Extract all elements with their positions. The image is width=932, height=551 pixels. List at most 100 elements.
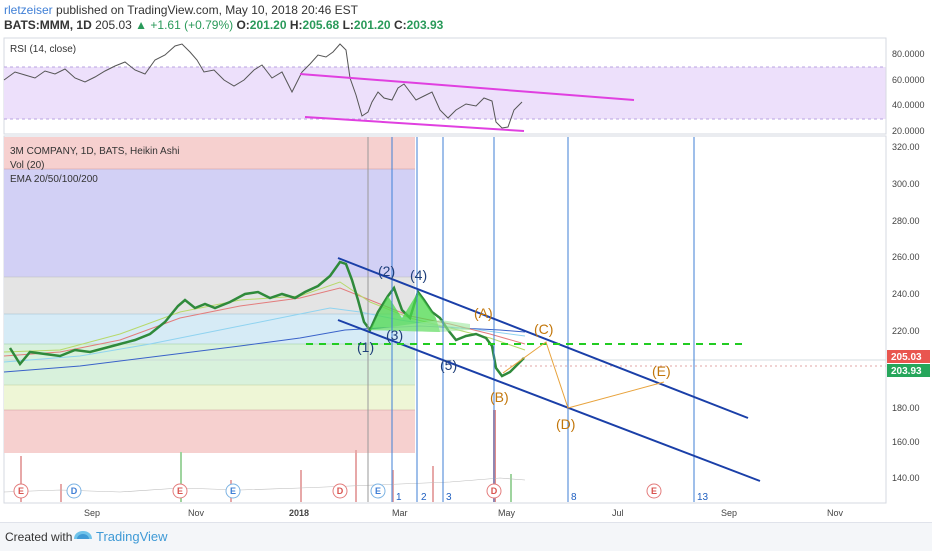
main-legend: 3M COMPANY, 1D, BATS, Heikin Ashi Vol (2… [10, 146, 180, 185]
green-wave-fill [370, 292, 470, 332]
svg-text:E: E [18, 486, 24, 496]
rsi-line [3, 43, 523, 129]
price-series [8, 260, 525, 378]
wave-label-d: (D) [556, 416, 575, 432]
published-text: published on TradingView.com, May 10, 20… [56, 3, 358, 17]
event-marker-d3[interactable]: E [370, 483, 386, 499]
svg-text:E: E [651, 486, 657, 496]
x-tick-sep-2017: Sep [84, 508, 100, 518]
open-label: O: [236, 18, 250, 32]
price-tick-220: 220.00 [892, 326, 920, 336]
vline-label-8: 8 [571, 492, 577, 503]
price-tick-320: 320.00 [892, 142, 920, 152]
wave-label-5: (5) [440, 357, 457, 373]
x-tick-nov-2018: Nov [827, 508, 844, 518]
price-tag-last: 205.03 [891, 352, 922, 363]
wave-label-e: (E) [652, 363, 671, 379]
price-y-axis: 320.00 300.00 280.00 260.00 240.00 220.0… [885, 137, 920, 503]
x-tick-sep-2018: Sep [721, 508, 737, 518]
wave-label-1: (1) [357, 339, 374, 355]
price-tick-140: 140.00 [892, 473, 920, 483]
rsi-tick-20: 20.0000 [892, 126, 925, 136]
legend-symbol: 3M COMPANY, 1D, BATS, Heikin Ashi [10, 146, 180, 157]
fib-zone-lime [4, 385, 415, 410]
svg-text:E: E [177, 486, 183, 496]
price-change: ▲ +1.61 (+0.79%) [135, 18, 234, 32]
wave-label-4: (4) [410, 267, 427, 283]
vline-label-13: 13 [697, 492, 709, 503]
tradingview-logo-icon[interactable] [72, 527, 94, 545]
price-tick-240: 240.00 [892, 289, 920, 299]
rsi-channel-upper [299, 73, 635, 101]
publish-line: rletzeiser published on TradingView.com,… [4, 3, 358, 17]
time-x-axis: Sep Nov 2018 Mar May Jul Sep Nov [4, 502, 886, 518]
wave-label-3: (3) [386, 327, 403, 343]
vline-label-1: 1 [396, 492, 402, 503]
rsi-tick-60: 60.0000 [892, 75, 925, 85]
rsi-band [4, 67, 886, 119]
fib-zone-purple [4, 169, 415, 277]
wave-label-c: (C) [534, 321, 553, 337]
event-marker-e1[interactable]: E [13, 483, 29, 499]
close-value: 203.93 [406, 18, 444, 32]
x-tick-jul: Jul [612, 508, 624, 518]
low-value: 201.20 [353, 18, 391, 32]
wave-labels: (1) (2) (3) (4) (5) (A) (B) (C) (D) (E) [357, 263, 671, 432]
vline-label-3: 3 [446, 492, 452, 503]
event-marker-d2[interactable]: E [225, 483, 241, 499]
tradingview-brand-link[interactable]: TradingView [96, 529, 168, 544]
event-marker-e4[interactable]: D [486, 483, 502, 499]
wave-label-a: (A) [474, 305, 493, 321]
rsi-title: RSI (14, close) [10, 44, 76, 55]
rsi-tick-40: 40.0000 [892, 100, 925, 110]
svg-text:D: D [491, 486, 498, 496]
symbol-label: BATS:MMM, 1D [4, 18, 92, 32]
x-tick-nov-2017: Nov [188, 508, 205, 518]
open-value: 201.20 [249, 18, 287, 32]
rsi-y-axis: 80.0000 60.0000 40.0000 20.0000 [885, 38, 925, 136]
rsi-panel: RSI (14, close) 80.0000 60.0000 40.0000 … [3, 37, 925, 136]
x-tick-2018: 2018 [289, 508, 309, 518]
chart-area[interactable]: RSI (14, close) 80.0000 60.0000 40.0000 … [0, 36, 932, 522]
event-marker-e5[interactable]: E [646, 483, 662, 499]
high-value: 205.68 [302, 18, 340, 32]
channel-lower [337, 319, 761, 482]
event-marker-d1[interactable]: D [66, 483, 82, 499]
price-tags: 205.03 203.93 [887, 350, 930, 377]
author-link[interactable]: rletzeiser [4, 3, 53, 17]
orange-projection [502, 341, 665, 409]
price-tick-160: 160.00 [892, 437, 920, 447]
x-tick-may: May [498, 508, 516, 518]
price-tick-260: 260.00 [892, 252, 920, 262]
svg-text:D: D [71, 486, 78, 496]
svg-text:E: E [230, 486, 236, 496]
price-tag-last-bg [887, 350, 930, 363]
wave-label-b: (B) [490, 389, 509, 405]
wave-label-2: (2) [378, 263, 395, 279]
high-label: H: [289, 18, 303, 32]
timing-line-labels: 1 2 3 8 13 [396, 492, 709, 503]
price-tag-close: 203.93 [891, 366, 922, 377]
fib-zone-blue [4, 314, 415, 344]
low-label: L: [342, 18, 354, 32]
footer: Created with TradingView [0, 522, 932, 551]
channel-upper [337, 257, 749, 419]
event-marker-e2[interactable]: E [172, 483, 188, 499]
rsi-channel-lower [304, 116, 525, 132]
vline-label-2: 2 [421, 492, 427, 503]
rsi-tick-80: 80.0000 [892, 49, 925, 59]
svg-text:D: D [337, 486, 344, 496]
event-marker-e3[interactable]: D [332, 483, 348, 499]
price-tick-180: 180.00 [892, 403, 920, 413]
price-tick-300: 300.00 [892, 179, 920, 189]
svg-text:E: E [375, 486, 381, 496]
fib-zones [4, 137, 415, 453]
price-tick-280: 280.00 [892, 216, 920, 226]
event-markers: E D E E D E D E [13, 483, 662, 499]
price-panel: 1 2 3 8 13 (1) (2) (3) (4) (5) (A) (B) (… [3, 135, 930, 518]
fib-zone-red-top [4, 137, 415, 169]
fib-zone-red-bottom [4, 410, 415, 453]
last-price: 205.03 [95, 18, 132, 32]
x-tick-mar: Mar [392, 508, 408, 518]
close-label: C: [393, 18, 407, 32]
